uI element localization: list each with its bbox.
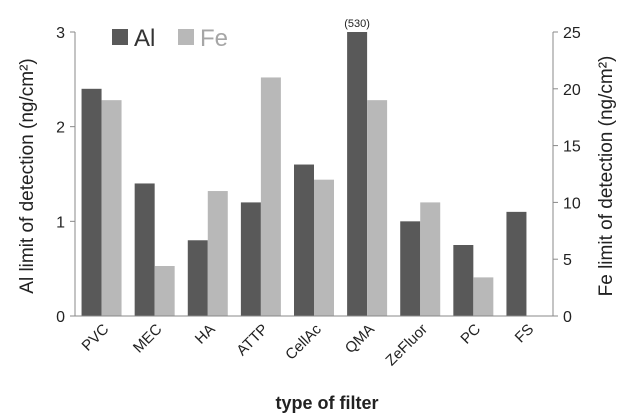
bar-fe-zefluor bbox=[420, 202, 441, 316]
bar-al-pc bbox=[453, 245, 474, 316]
legend-label-fe: Fe bbox=[200, 25, 228, 52]
bar-annotation: (530) bbox=[344, 18, 370, 30]
left-tick-label: 0 bbox=[56, 309, 65, 326]
y-axis-left-title: Al limit of detection (ng/cm²) bbox=[17, 58, 38, 293]
left-tick-label: 3 bbox=[56, 25, 65, 42]
bar-al-pvc bbox=[81, 88, 102, 316]
bar-fe-attp bbox=[260, 77, 281, 316]
bar-al-attp bbox=[240, 202, 261, 316]
bar-al-qma bbox=[347, 32, 368, 316]
x-axis-title: type of filter bbox=[275, 393, 378, 413]
plot-area bbox=[81, 32, 527, 316]
x-tick-label: MEC bbox=[130, 321, 166, 357]
right-tick-label: 25 bbox=[563, 25, 581, 42]
right-axis-ticks: 0 5 10 15 20 25 bbox=[553, 25, 581, 326]
legend-swatch-fe bbox=[178, 29, 194, 45]
legend-swatch-al bbox=[112, 29, 128, 45]
bar-fe-pvc bbox=[101, 100, 122, 316]
x-tick-label: PC bbox=[457, 321, 484, 348]
x-tick-label: PVC bbox=[79, 321, 113, 355]
right-tick-label: 15 bbox=[563, 139, 581, 156]
bar-al-zefluor bbox=[400, 221, 421, 316]
right-tick-label: 5 bbox=[563, 252, 572, 269]
left-axis-ticks: 0 1 2 3 bbox=[56, 25, 75, 326]
axes bbox=[74, 32, 554, 317]
right-tick-label: 0 bbox=[563, 309, 572, 326]
bar-fe-qma bbox=[367, 100, 388, 316]
x-tick-label: ZeFluor bbox=[382, 321, 431, 370]
right-tick-label: 10 bbox=[563, 195, 581, 212]
bar-fe-mec bbox=[154, 266, 175, 316]
legend-label-al: Al bbox=[134, 25, 155, 52]
x-axis-categories: PVC MEC HA ATTP CellAc QMA ZeFluor PC FS bbox=[79, 320, 538, 369]
bar-al-fs bbox=[506, 211, 527, 316]
bar-fe-cellac bbox=[314, 179, 334, 316]
left-tick-label: 2 bbox=[56, 120, 65, 137]
left-tick-label: 1 bbox=[56, 214, 65, 231]
bar-fe-pc bbox=[473, 277, 494, 316]
legend: Al Fe bbox=[112, 25, 228, 52]
x-tick-label: ATTP bbox=[233, 321, 271, 359]
x-tick-label: HA bbox=[192, 321, 219, 348]
y-axis-right-title: Fe limit of detection (ng/cm²) bbox=[596, 56, 617, 297]
bar-al-cellac bbox=[294, 164, 314, 316]
annotations: (530) bbox=[344, 18, 370, 30]
x-tick-label: FS bbox=[512, 321, 538, 347]
bar-al-mec bbox=[134, 183, 155, 316]
bar-al-ha bbox=[187, 240, 208, 316]
x-tick-label: CellAc bbox=[282, 320, 325, 363]
x-tick-label: QMA bbox=[342, 321, 378, 357]
bar-fe-ha bbox=[207, 191, 228, 316]
right-tick-label: 20 bbox=[563, 82, 581, 99]
